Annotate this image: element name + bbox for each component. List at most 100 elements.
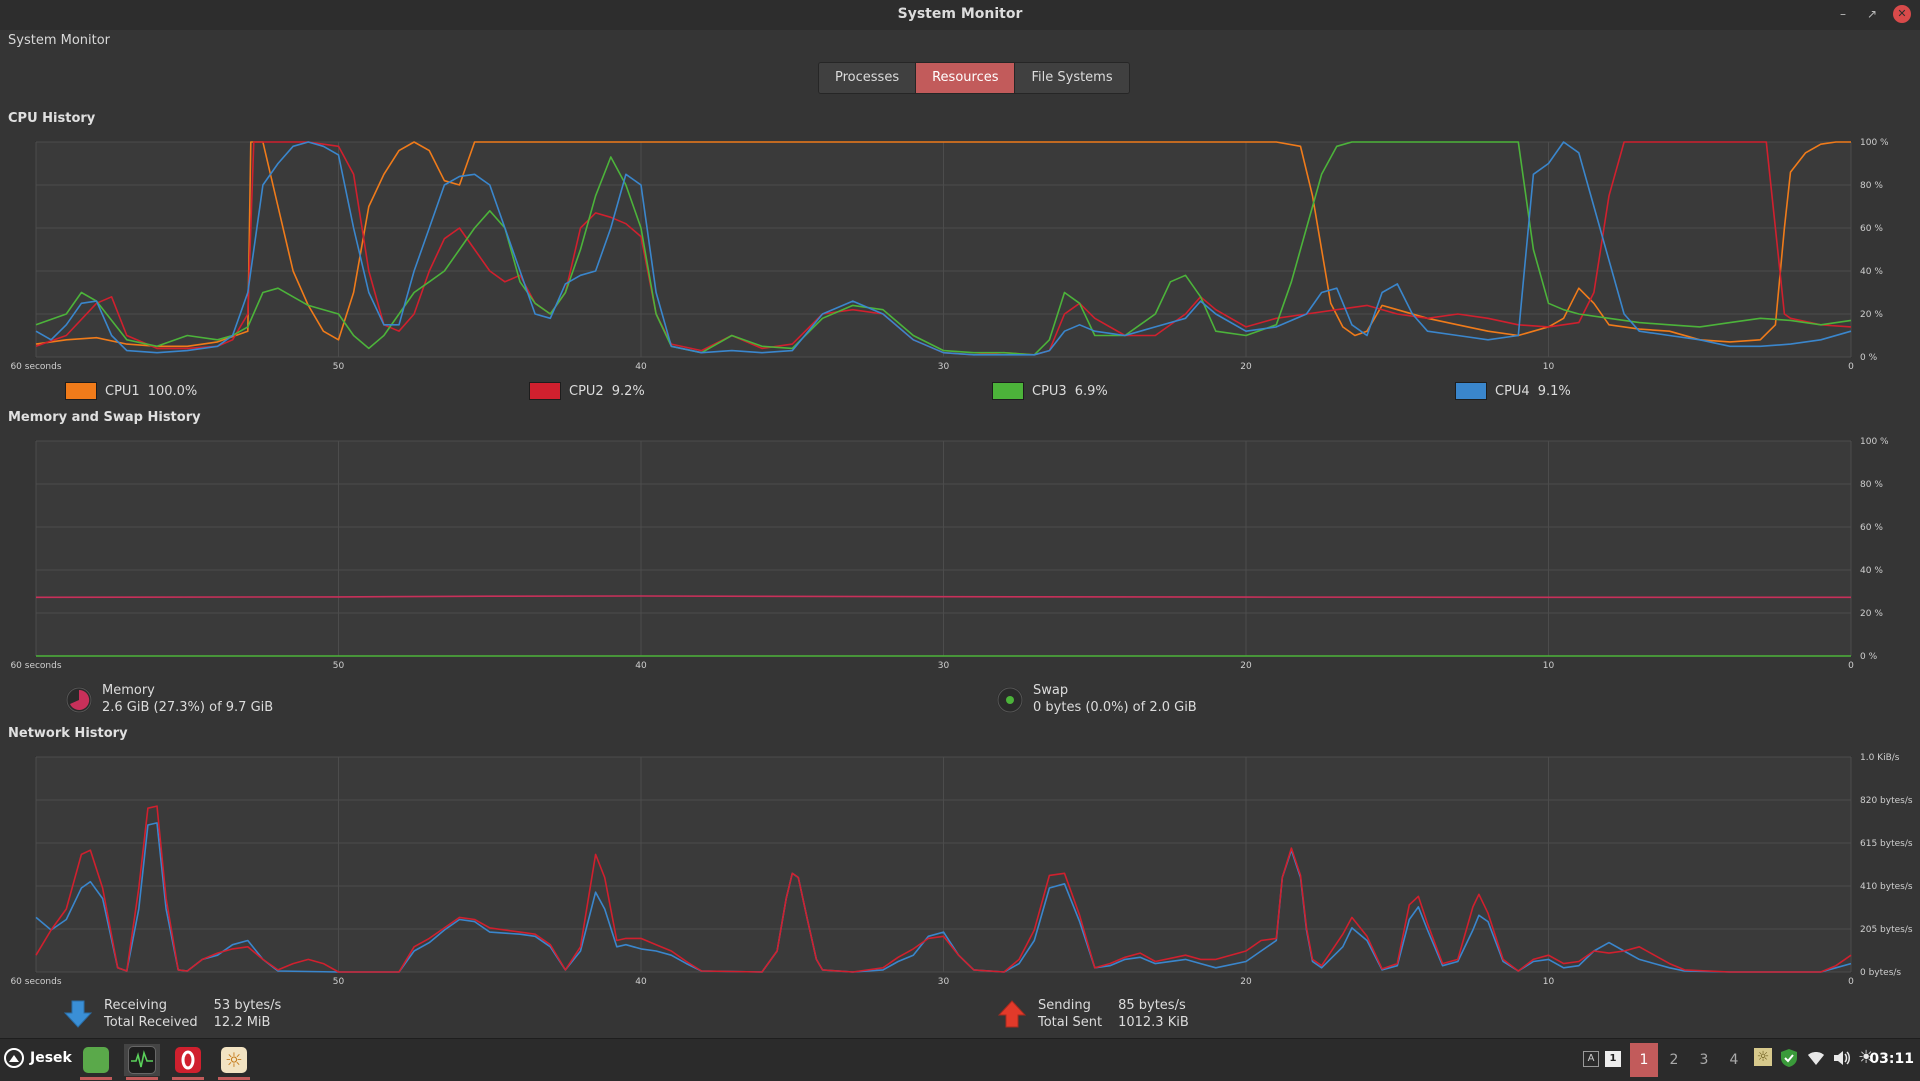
- system-monitor-icon: [128, 1046, 156, 1074]
- network-y-tick-label: 1.0 KiB/s: [1860, 753, 1900, 763]
- arrow-up-icon[interactable]: [998, 999, 1026, 1029]
- memory-history-chart: 60 seconds 50 40 30 20 10 0 0 % 20 % 40 % 60 % 80 %…: [10, 437, 1889, 671]
- sending-value: 85 bytes/s: [1118, 998, 1186, 1013]
- cpu3-legend[interactable]: CPU3 6.9%: [992, 382, 1108, 400]
- cpu-x-tick-label: 20: [1240, 362, 1252, 372]
- network-x-tick-label: 10: [1543, 977, 1555, 987]
- network-y-tick-label: 205 bytes/s: [1860, 925, 1913, 935]
- running-indicator: [80, 1077, 112, 1080]
- cpu-y-tick-label: 80 %: [1860, 181, 1883, 191]
- wifi-tray-icon[interactable]: [1806, 1049, 1826, 1067]
- cpu-series-cpu4: [35, 141, 1852, 356]
- swap-pie-icon[interactable]: [997, 687, 1023, 713]
- memory-label: Memory: [102, 683, 155, 698]
- workspace-1[interactable]: 1: [1630, 1043, 1658, 1077]
- network-x-tick-label: 40: [635, 977, 647, 987]
- memory-y-tick-label: 20 %: [1860, 609, 1883, 619]
- memory-pie-icon[interactable]: [66, 687, 92, 713]
- cpu-history-title: CPU History: [8, 111, 96, 126]
- network-y-tick-label: 615 bytes/s: [1860, 839, 1913, 849]
- cpu-y-tick-label: 20 %: [1860, 310, 1883, 320]
- tab-processes[interactable]: Processes: [819, 63, 917, 93]
- keyboard-layout-indicator[interactable]: A: [1583, 1051, 1599, 1067]
- cpu-x-tick-label: 60 seconds: [10, 362, 61, 372]
- network-x-tick-label: 0: [1848, 977, 1854, 987]
- memory-x-tick-label: 0: [1848, 661, 1854, 671]
- memory-y-tick-label: 60 %: [1860, 523, 1883, 533]
- network-y-tick-label: 820 bytes/s: [1860, 796, 1913, 806]
- workspace-4[interactable]: 4: [1729, 1052, 1739, 1068]
- cpu2-swatch[interactable]: [529, 382, 561, 400]
- tab-file-systems[interactable]: File Systems: [1015, 63, 1129, 93]
- window-title: System Monitor: [897, 6, 1023, 22]
- memory-history-title: Memory and Swap History: [8, 410, 201, 425]
- maximize-button[interactable]: ↗: [1866, 7, 1878, 21]
- launcher-network-app[interactable]: [78, 1044, 114, 1080]
- network-series-sending: [35, 805, 1852, 973]
- mint-logo-icon: [4, 1048, 24, 1068]
- shield-tray-icon[interactable]: [1780, 1048, 1798, 1068]
- opera-icon: [175, 1047, 201, 1073]
- launcher-settings-app[interactable]: ☼: [216, 1044, 252, 1080]
- cpu1-label: CPU1: [105, 383, 140, 399]
- network-history-title: Network History: [8, 726, 128, 741]
- network-y-tick-label: 0 bytes/s: [1860, 968, 1901, 978]
- close-button[interactable]: ✕: [1893, 5, 1911, 23]
- cpu1-swatch[interactable]: [65, 382, 97, 400]
- memory-x-tick-label: 50: [333, 661, 345, 671]
- running-indicator: [218, 1077, 250, 1080]
- total-received-value: 12.2 MiB: [213, 1015, 271, 1030]
- cpu4-value: 9.1%: [1537, 383, 1571, 399]
- globe-app-icon: [83, 1047, 109, 1073]
- memory-y-tick-label: 80 %: [1860, 480, 1883, 490]
- cpu-series-cpu1: [35, 141, 1851, 348]
- clock[interactable]: 03:11: [1869, 1051, 1914, 1067]
- cpu4-swatch[interactable]: [1455, 382, 1487, 400]
- user-name: Jesek: [30, 1050, 72, 1066]
- cpu-x-tick-label: 30: [938, 362, 950, 372]
- network-x-tick-label: 50: [333, 977, 345, 987]
- workspace-2[interactable]: 2: [1669, 1052, 1679, 1068]
- total-sent-label: Total Sent: [1038, 1015, 1103, 1030]
- memory-x-tick-label: 20: [1240, 661, 1252, 671]
- cpu-y-tick-label: 100 %: [1860, 138, 1889, 148]
- running-indicator: [172, 1077, 204, 1080]
- redshift-tray-icon[interactable]: ☼: [1754, 1048, 1772, 1066]
- cpu3-label: CPU3: [1032, 383, 1067, 399]
- cpu-x-tick-label: 50: [333, 362, 345, 372]
- swap-value: 0 bytes (0.0%) of 2.0 GiB: [1033, 700, 1197, 715]
- cpu-history-chart: 60 seconds 50 40 30 20 10 0 0 % 20 % 40 % 60 % 80 %…: [10, 138, 1889, 372]
- memory-x-tick-label: 60 seconds: [10, 661, 61, 671]
- running-indicator: [126, 1077, 158, 1080]
- receiving-legend: Receiving 53 bytes/s Total Received 12.2…: [64, 997, 281, 1031]
- network-x-tick-label: 60 seconds: [10, 977, 61, 987]
- launcher-opera[interactable]: [170, 1044, 206, 1080]
- volume-tray-icon[interactable]: [1832, 1049, 1852, 1067]
- sending-label: Sending: [1038, 998, 1091, 1013]
- numlock-indicator[interactable]: 1: [1605, 1051, 1621, 1067]
- cpu-x-tick-label: 0: [1848, 362, 1854, 372]
- cpu4-legend[interactable]: CPU4 9.1%: [1455, 382, 1571, 400]
- receiving-label: Receiving: [104, 998, 168, 1013]
- cpu2-label: CPU2: [569, 383, 604, 399]
- tab-resources[interactable]: Resources: [916, 63, 1016, 93]
- cpu3-swatch[interactable]: [992, 382, 1024, 400]
- cpu1-legend[interactable]: CPU1 100.0%: [65, 382, 197, 400]
- start-menu-button[interactable]: Jesek: [4, 1048, 72, 1068]
- workspace-3[interactable]: 3: [1699, 1052, 1709, 1068]
- memory-x-tick-label: 10: [1543, 661, 1555, 671]
- minimize-button[interactable]: –: [1840, 7, 1846, 21]
- total-received-label: Total Received: [104, 1015, 198, 1030]
- cpu2-legend[interactable]: CPU2 9.2%: [529, 382, 645, 400]
- launcher-system-monitor[interactable]: [124, 1044, 160, 1080]
- brightness-tray-icon[interactable]: ☀: [1858, 1047, 1875, 1068]
- memory-y-tick-label: 0 %: [1860, 652, 1878, 662]
- cpu4-label: CPU4: [1495, 383, 1530, 399]
- arrow-down-icon[interactable]: [64, 999, 92, 1029]
- memory-legend: Memory 2.6 GiB (27.3%) of 9.7 GiB: [66, 682, 273, 716]
- cpu-x-tick-label: 40: [635, 362, 647, 372]
- network-y-tick-label: 410 bytes/s: [1860, 882, 1913, 892]
- title-bar: System Monitor – ↗ ✕: [0, 0, 1920, 30]
- cpu-y-tick-label: 60 %: [1860, 224, 1883, 234]
- memory-x-tick-label: 40: [635, 661, 647, 671]
